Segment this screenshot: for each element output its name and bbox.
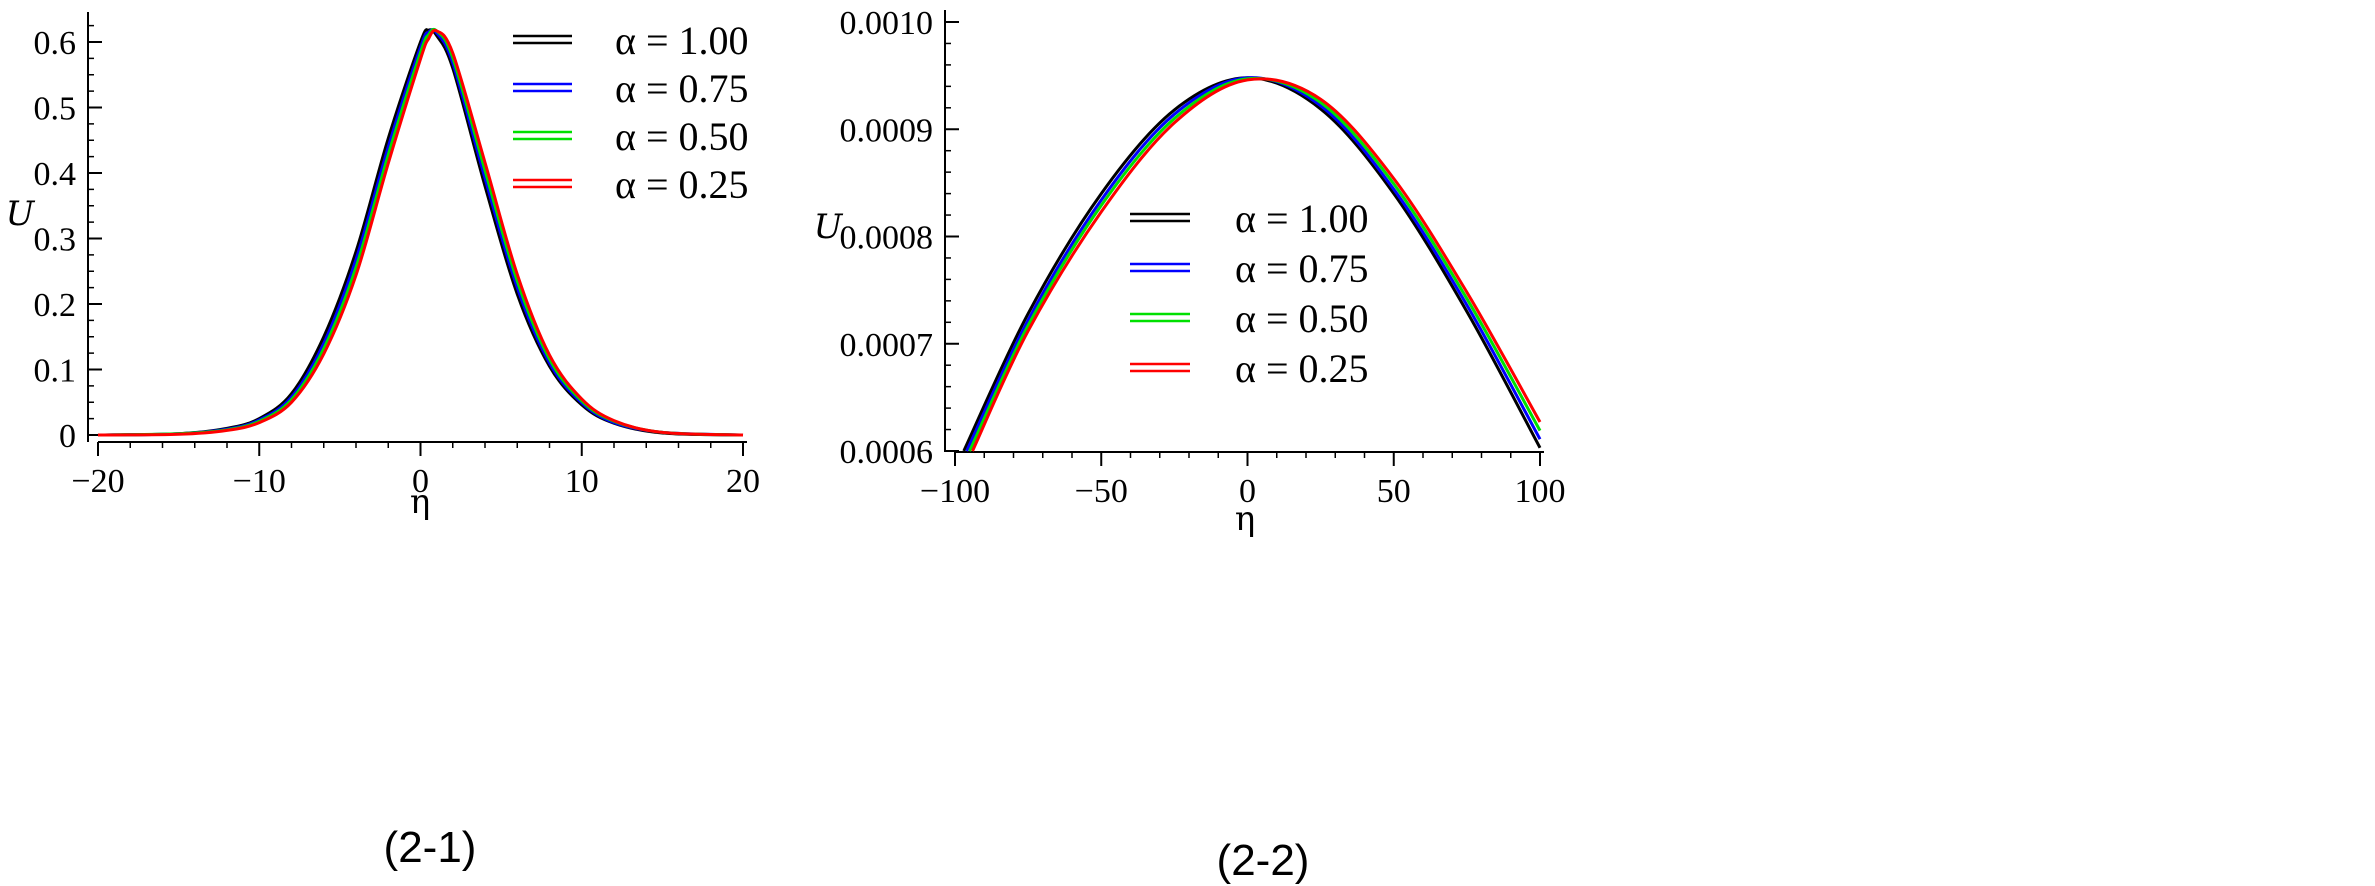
x-tick-label: 0 — [1239, 473, 1256, 510]
y-tick-label: 0.1 — [34, 353, 77, 390]
y-tick-label: 0.4 — [34, 156, 77, 193]
x-tick-label: −20 — [71, 463, 124, 500]
y-axis-label: U — [6, 194, 36, 234]
y-tick-label: 0.0010 — [840, 5, 934, 42]
y-tick-label: 0 — [59, 418, 76, 455]
legend-label-3: α = 0.50 — [615, 114, 749, 159]
y-tick-label: 0.0006 — [840, 434, 934, 471]
legend-label-1: α = 1.00 — [615, 18, 749, 63]
legend-label-3: α = 0.50 — [1235, 296, 1369, 341]
chart-panel-2: −100 −50 0 50 100 0.0006 0.0007 0.0008 0.0009 0.0… — [814, 5, 1566, 885]
x-tick-label: 10 — [565, 463, 599, 500]
y-tick-label: 0.5 — [34, 91, 77, 128]
x-tick-label: −100 — [920, 473, 990, 510]
legend: α = 1.00 α = 0.75 α = 0.50 α = 0.25 — [1130, 196, 1369, 391]
legend-label-4: α = 0.25 — [1235, 346, 1369, 391]
x-axis-label: η — [410, 482, 430, 522]
x-tick-label: 50 — [1377, 473, 1411, 510]
panel-caption: (2-1) — [384, 823, 477, 872]
series-line-4 — [971, 77, 1542, 452]
y-axis-label: U — [814, 207, 844, 247]
chart-panel-1: −20 −10 0 10 20 0 0.1 0.2 0.3 0.4 0.5 0.6 η Uα = 1.00… — [6, 12, 760, 872]
legend: α = 1.00α = 0.75α = 0.50α = 0.25 — [513, 18, 749, 207]
y-tick-label: 0.0008 — [840, 220, 934, 257]
y-tick-label: 0.6 — [34, 25, 77, 62]
legend-label-4: α = 0.25 — [615, 162, 749, 207]
x-tick-label: −50 — [1075, 473, 1128, 510]
x-axis-label: η — [1235, 499, 1255, 539]
x-tick-label: 0 — [412, 463, 429, 500]
x-tick-label: 100 — [1515, 473, 1566, 510]
y-tick-label: 0.2 — [34, 287, 77, 324]
legend-label-2: α = 0.75 — [615, 66, 749, 111]
legend-label-2: α = 0.75 — [1235, 246, 1369, 291]
legend-label-1: α = 1.00 — [1235, 196, 1369, 241]
y-tick-label: 0.0009 — [840, 112, 934, 149]
y-tick-label: 0.0007 — [840, 327, 934, 364]
panel-caption: (2-2) — [1217, 836, 1310, 885]
series-line-4 — [97, 28, 744, 437]
x-tick-label: −10 — [233, 463, 286, 500]
x-tick-label: 20 — [726, 463, 760, 500]
y-tick-label: 0.3 — [34, 222, 77, 259]
